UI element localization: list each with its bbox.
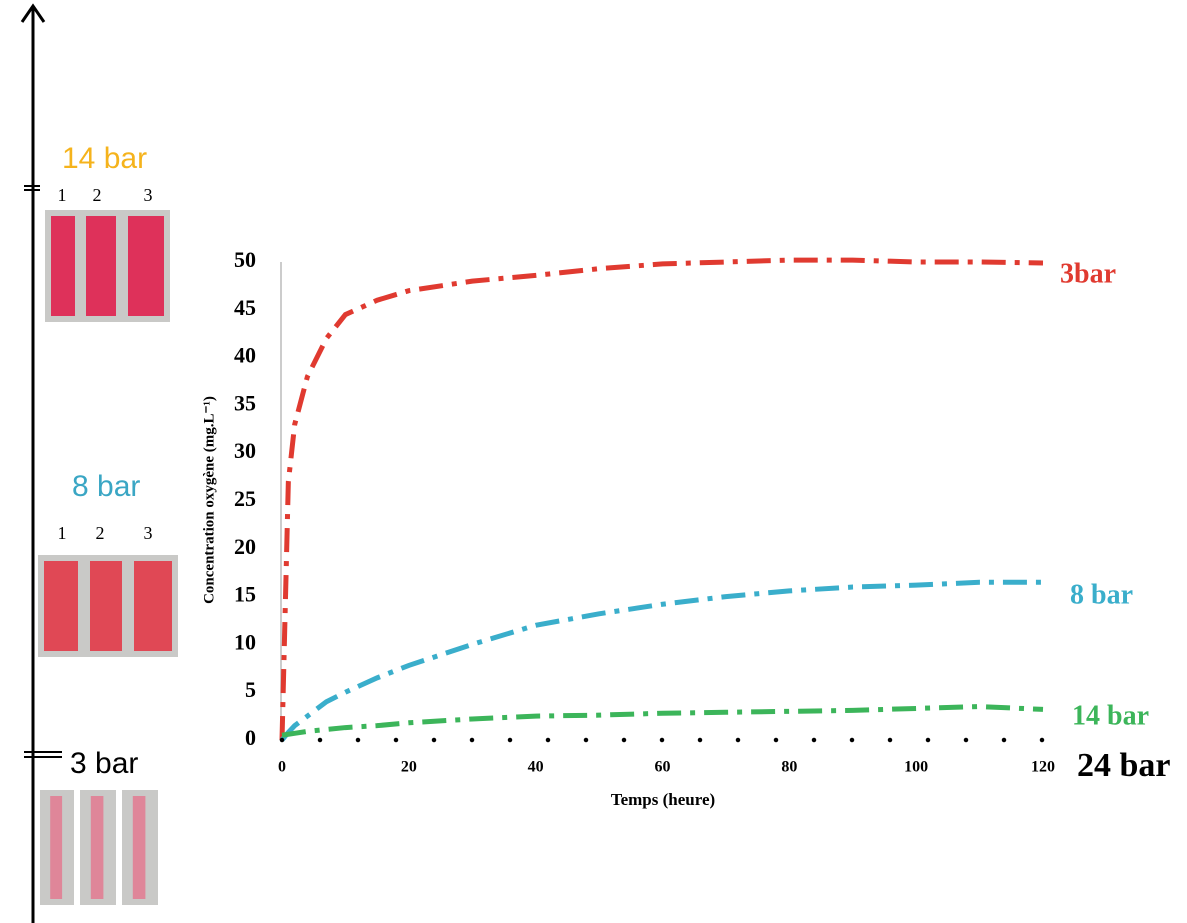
series-label: 8 bar xyxy=(1070,579,1133,610)
sample-stain xyxy=(132,796,146,899)
x-tick-label: 100 xyxy=(904,759,928,776)
y-axis-title: Concentration oxygène (mg.L⁻¹) xyxy=(201,396,217,604)
data-line xyxy=(280,579,1043,742)
y-tick-label: 0 xyxy=(245,725,256,750)
y-tick-label: 40 xyxy=(234,343,256,368)
sample-stain xyxy=(90,796,104,899)
sample-stain xyxy=(51,216,75,316)
x-axis-title: Temps (heure) xyxy=(611,790,715,809)
x-tick-label: 60 xyxy=(655,759,671,776)
y-tick-label: 5 xyxy=(245,677,256,702)
y-tick-label: 30 xyxy=(234,438,256,463)
y-tick-label: 45 xyxy=(234,295,256,320)
series-label: 14 bar xyxy=(1072,700,1149,731)
series-label: 24 bar xyxy=(1077,747,1171,784)
sample-stain xyxy=(44,561,78,651)
y-tick-label: 15 xyxy=(234,582,256,607)
x-tick-label: 120 xyxy=(1031,759,1055,776)
sample-number: 3 xyxy=(144,523,153,543)
pressure-label: 14 bar xyxy=(62,142,147,175)
pressure-label: 8 bar xyxy=(72,470,140,503)
sample-number: 2 xyxy=(93,185,102,205)
sample-stain xyxy=(128,216,164,316)
y-tick-label: 50 xyxy=(234,247,256,272)
sample-number: 3 xyxy=(144,185,153,205)
x-tick-label: 0 xyxy=(278,759,286,776)
x-tick-label: 20 xyxy=(401,759,417,776)
sample-stain xyxy=(50,796,63,899)
sample-number: 2 xyxy=(96,523,105,543)
y-tick-label: 35 xyxy=(234,390,256,415)
series-label: 3bar xyxy=(1060,258,1116,289)
pressure-label: 3 bar xyxy=(70,747,138,780)
x-tick-label: 80 xyxy=(781,759,797,776)
y-tick-label: 10 xyxy=(234,629,256,654)
y-tick-label: 20 xyxy=(234,534,256,559)
sample-number: 1 xyxy=(58,185,67,205)
sample-number: 1 xyxy=(58,523,67,543)
axis-arrow xyxy=(20,3,46,23)
y-tick-label: 25 xyxy=(234,486,256,511)
x-tick-label: 40 xyxy=(528,759,544,776)
sample-stain xyxy=(86,216,116,316)
sample-stain xyxy=(134,561,172,651)
data-line xyxy=(279,257,1044,741)
sample-stain xyxy=(90,561,122,651)
data-line xyxy=(281,704,1044,738)
